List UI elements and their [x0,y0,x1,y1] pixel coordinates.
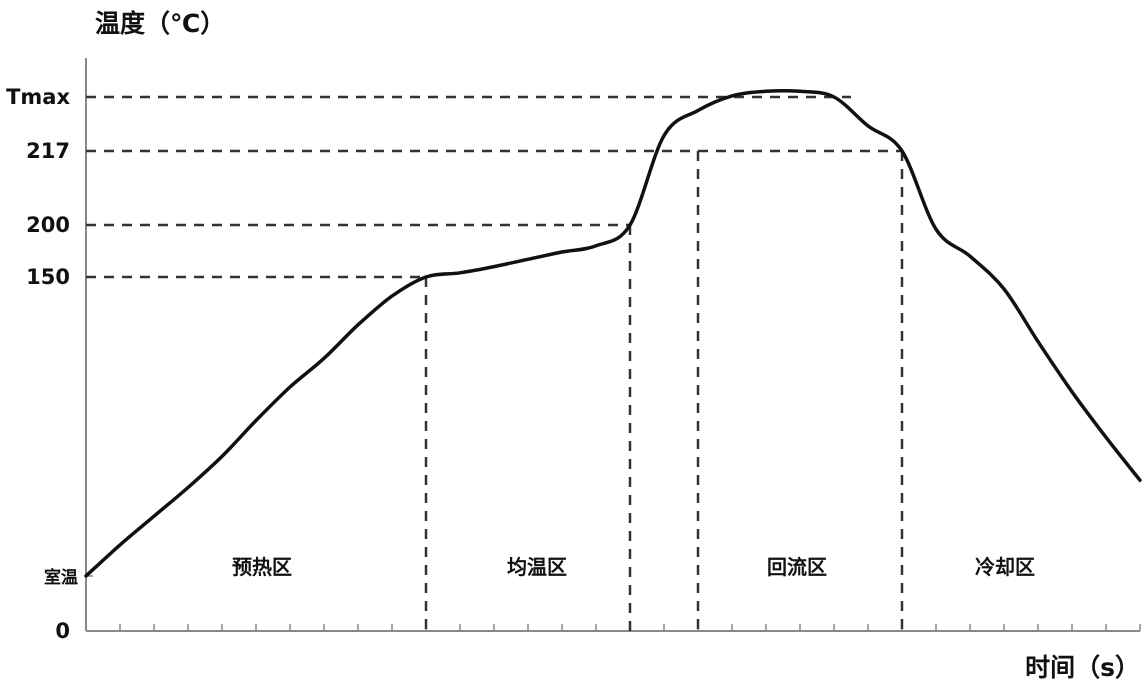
x-axis-title: 时间（s） [1025,653,1140,682]
y-tick-label: 150 [26,265,70,289]
zone-label: 预热区 [232,555,292,579]
zone-labels: 预热区 均温区 回流区 冷却区 [232,555,1035,579]
y-tick-label: Tmax [6,85,70,109]
y-tick-label: 217 [26,139,70,163]
temperature-curve [84,88,1142,578]
zone-label: 均温区 [507,555,567,579]
y-axis-title: 温度（℃） [95,9,225,38]
zone-label: 冷却区 [975,555,1035,579]
y-tick-label: 0 [55,619,70,643]
zone-label: 回流区 [767,555,827,579]
guide-lines [86,95,904,631]
y-tick-label: 室温 [44,567,78,588]
y-tick-label: 200 [26,213,70,237]
y-axis-ticks [86,96,93,632]
y-tick-labels: Tmax 217 200 150 室温 0 [6,85,78,643]
